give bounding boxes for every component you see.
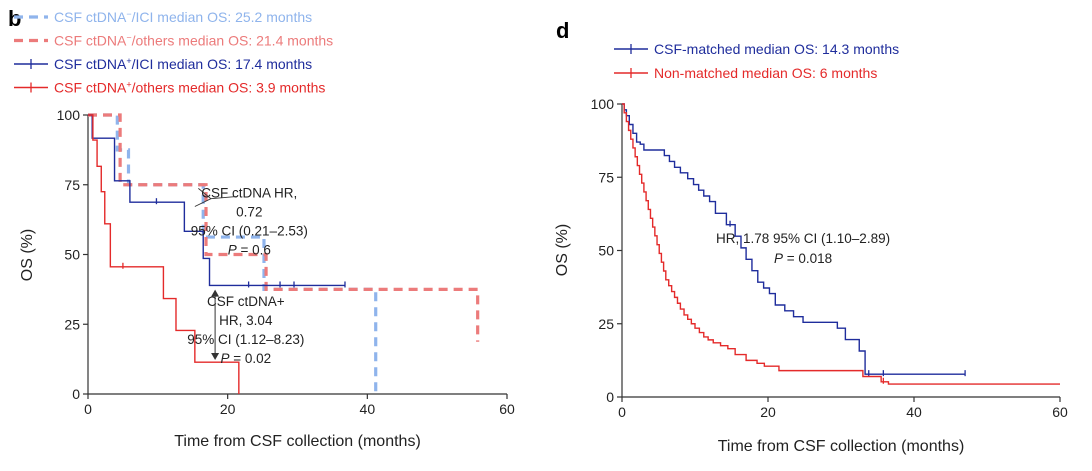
km-curve-series-1	[622, 103, 966, 375]
legend-label: Non-matched median OS: 6 months	[654, 65, 877, 81]
y-tick-label: 100	[57, 107, 81, 123]
km-curve-series-2	[622, 103, 1060, 385]
annotation-hr-plus-line: CSF ctDNA+	[207, 294, 285, 309]
y-axis-title: OS (%)	[554, 224, 571, 276]
annotation-hr-line: HR, 1.78 95% CI (1.10–2.89)	[716, 231, 890, 246]
annotation-hr-plus-line: 95% CI (1.12–8.23)	[187, 332, 304, 347]
y-tick-label: 50	[64, 247, 80, 263]
y-tick-label: 25	[64, 316, 80, 332]
legend-item-2: CSF ctDNA−/others median OS: 21.4 months	[14, 33, 333, 49]
legend-item-3: CSF ctDNA+/ICI median OS: 17.4 months	[14, 56, 312, 72]
km-curve-series-3	[88, 114, 345, 287]
x-tick-label: 60	[1052, 404, 1068, 420]
x-tick-label: 40	[360, 401, 376, 417]
km-curve-series-4	[88, 114, 240, 394]
x-axis-title: Time from CSF collection (months)	[174, 433, 421, 450]
x-axis-title: Time from CSF collection (months)	[718, 438, 965, 455]
legend-label: CSF ctDNA−/others median OS: 21.4 months	[54, 33, 333, 49]
annotation-arrow-head-up	[211, 289, 220, 297]
annotation-hr-minus-line: 0.72	[236, 204, 262, 219]
y-axis-title: OS (%)	[19, 229, 36, 281]
x-tick-label: 0	[618, 404, 626, 420]
annotation-pointer	[198, 188, 212, 200]
y-tick-label: 0	[606, 389, 614, 405]
y-tick-label: 100	[591, 96, 615, 112]
annotation-hr-line: P = 0.018	[774, 251, 832, 266]
legend-label: CSF-matched median OS: 14.3 months	[654, 41, 899, 57]
chart-panel-d: d 0 20 40 60 0 25 50 75 100 Time from CSF collecti…	[554, 18, 1068, 455]
km-curve-series-2	[88, 113, 480, 342]
annotation-hr-minus-line: CSF ctDNA HR,	[201, 185, 297, 200]
annotation-hr-plus-line: P = 0.02	[220, 351, 271, 366]
annotation-hr-minus-line: P = 0.6	[228, 242, 271, 257]
panel-label: d	[556, 18, 569, 43]
chart-panel-b: b02040600255075100Time from CSF collecti…	[8, 6, 515, 450]
y-tick-label: 50	[598, 243, 614, 259]
x-tick-label: 20	[220, 401, 236, 417]
y-tick-label: 25	[598, 316, 614, 332]
y-tick-label: 0	[72, 386, 80, 402]
legend-label: CSF ctDNA−/ICI median OS: 25.2 months	[54, 9, 312, 25]
y-tick-label: 75	[64, 177, 80, 193]
legend-item-4: CSF ctDNA+/others median OS: 3.9 months	[14, 80, 325, 96]
x-tick-label: 20	[760, 404, 776, 420]
annotation-pointer	[210, 196, 238, 200]
legend-item-2: Non-matched median OS: 6 months	[614, 65, 877, 81]
legend-label: CSF ctDNA+/ICI median OS: 17.4 months	[54, 56, 312, 72]
x-tick-label: 40	[906, 404, 922, 420]
legend-item-1: CSF-matched median OS: 14.3 months	[614, 41, 899, 57]
annotation-pointer	[194, 198, 212, 207]
y-tick-label: 75	[598, 169, 614, 185]
annotation-arrow-head-down	[211, 352, 220, 360]
x-tick-label: 60	[499, 401, 515, 417]
annotation-hr-minus-line: 95% CI (0.21–2.53)	[191, 223, 308, 238]
legend-item-1: CSF ctDNA−/ICI median OS: 25.2 months	[14, 9, 312, 25]
x-tick-label: 0	[84, 401, 92, 417]
legend-label: CSF ctDNA+/others median OS: 3.9 months	[54, 80, 325, 96]
annotation-hr-plus-line: HR, 3.04	[219, 313, 273, 328]
